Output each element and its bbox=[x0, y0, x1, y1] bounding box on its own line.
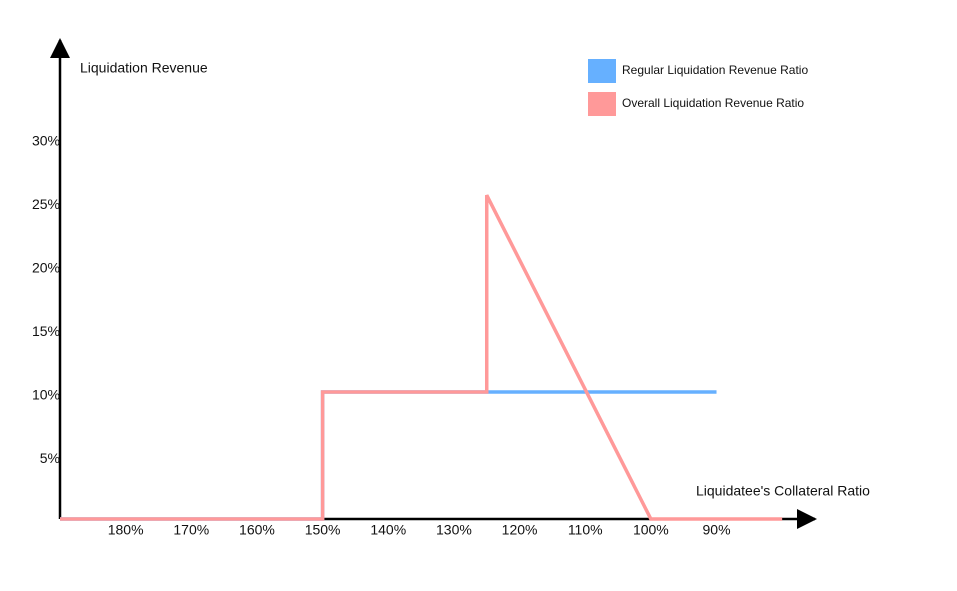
x-tick-label: 110% bbox=[568, 522, 603, 538]
x-tick-label: 100% bbox=[633, 522, 669, 538]
y-tick-label: 30% bbox=[32, 133, 60, 149]
x-tick-label: 120% bbox=[502, 522, 538, 538]
x-tick-label: 150% bbox=[305, 522, 341, 538]
y-tick-label: 10% bbox=[32, 387, 60, 403]
legend-swatch bbox=[588, 59, 616, 83]
x-tick-label: 90% bbox=[703, 522, 731, 538]
x-axis-label: Liquidatee's Collateral Ratio bbox=[696, 483, 870, 499]
legend-swatch bbox=[588, 92, 616, 116]
legend-label: Overall Liquidation Revenue Ratio bbox=[622, 96, 804, 110]
y-axis-label: Liquidation Revenue bbox=[80, 60, 208, 76]
x-tick-label: 170% bbox=[173, 522, 209, 538]
x-tick-label: 160% bbox=[239, 522, 275, 538]
y-tick-label: 15% bbox=[32, 323, 60, 339]
x-tick-label: 130% bbox=[436, 522, 472, 538]
x-tick-label: 140% bbox=[370, 522, 406, 538]
y-tick-label: 5% bbox=[40, 450, 60, 466]
series-line bbox=[60, 194, 783, 521]
x-tick-label: 180% bbox=[108, 522, 144, 538]
y-tick-label: 25% bbox=[32, 196, 60, 212]
y-tick-label: 20% bbox=[32, 260, 60, 276]
legend-label: Regular Liquidation Revenue Ratio bbox=[622, 63, 808, 77]
